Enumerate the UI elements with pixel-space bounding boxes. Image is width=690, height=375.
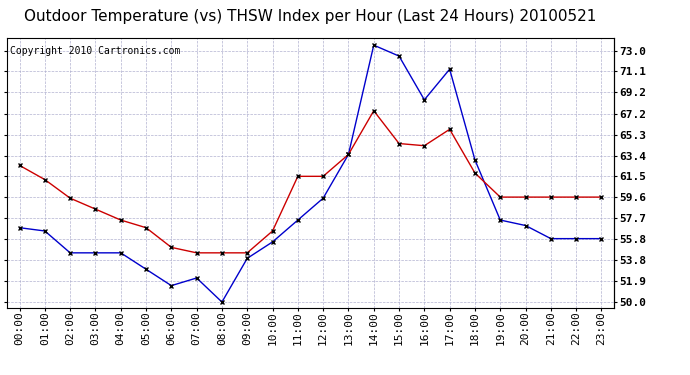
Text: Outdoor Temperature (vs) THSW Index per Hour (Last 24 Hours) 20100521: Outdoor Temperature (vs) THSW Index per … <box>24 9 597 24</box>
Text: Copyright 2010 Cartronics.com: Copyright 2010 Cartronics.com <box>10 46 180 56</box>
